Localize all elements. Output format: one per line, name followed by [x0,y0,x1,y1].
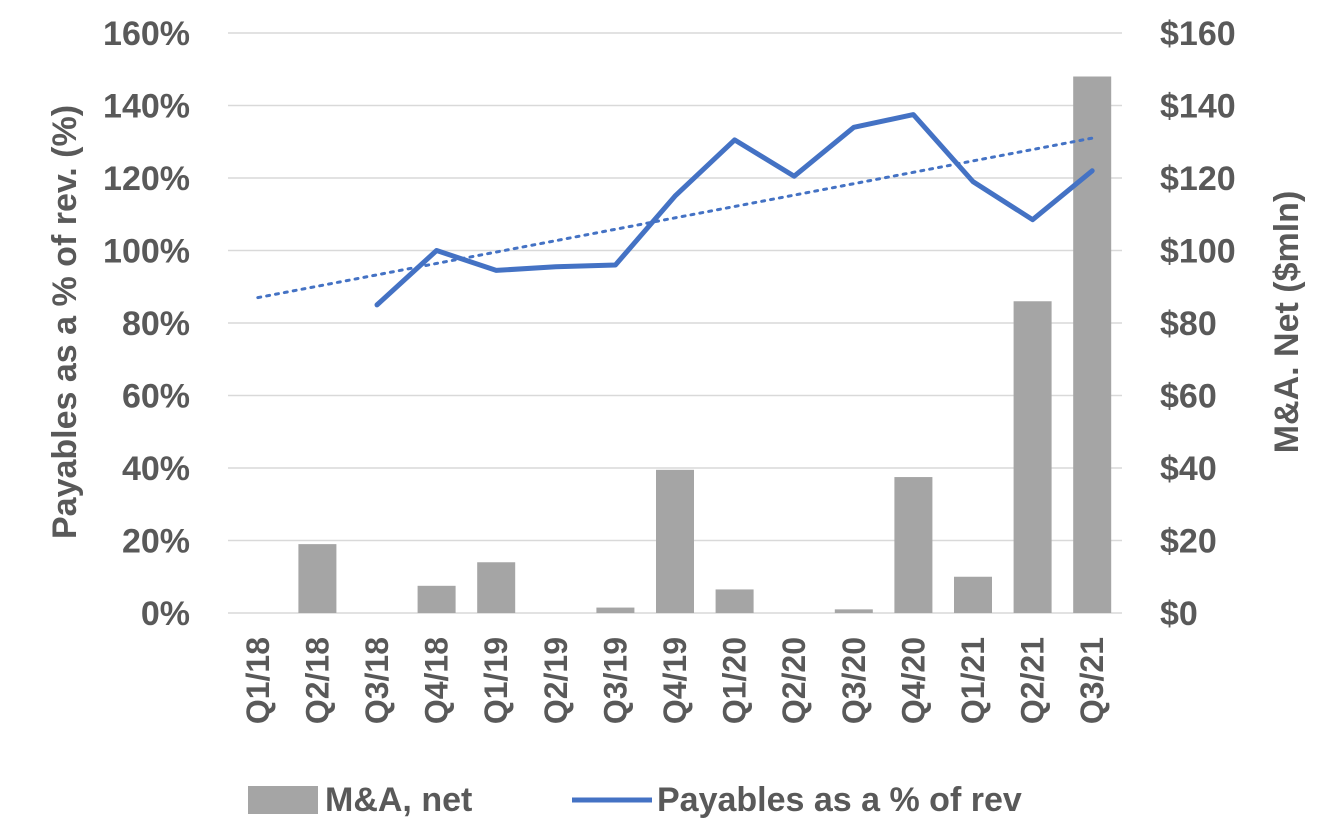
x-axis-tick-label: Q1/21 [955,637,991,724]
bar-ma-net [596,607,635,613]
line-payables [374,112,1095,308]
bar-series-ma-net [298,76,1112,613]
legend-label-ma-net: M&A, net [325,781,472,819]
bar-ma-net [1073,76,1112,613]
bar-ma-net [715,589,754,613]
x-axis-tick-label: Q3/18 [359,637,395,724]
gridlines [228,32,1122,614]
right-axis-tick-label: $160 [1160,15,1236,53]
left-axis-tick-label: 40% [122,450,190,488]
left-axis-title: Payables as a % of rev. (%) [46,105,84,539]
bar-ma-net [834,609,873,613]
x-axis-tick-label: Q2/21 [1015,637,1051,724]
left-axis-tick-label: 100% [103,233,190,271]
right-axis-title: M&A. Net ($mln) [1268,191,1306,454]
legend: M&A, net Payables as a % of rev [248,781,1022,819]
x-axis-tick-label: Q3/20 [836,637,872,724]
left-axis-tick-label: 0% [141,595,190,633]
right-axis-tick-label: $0 [1160,595,1198,633]
right-axis-tick-label: $140 [1160,88,1236,126]
right-axis-tick-label: $100 [1160,233,1236,271]
bar-ma-net [417,585,456,613]
trendline-payables [256,136,1094,300]
left-axis-tick-label: 60% [122,378,190,416]
x-axis-tick-label: Q2/19 [538,637,574,724]
right-axis-tick-label: $20 [1160,523,1217,561]
bar-ma-net [656,469,694,613]
x-axis-tick-label: Q1/20 [717,637,753,724]
bar-ma-net [954,576,992,613]
bar-ma-net [894,477,933,613]
right-axis-tick-label: $80 [1160,305,1217,343]
left-axis-tick-label: 140% [103,88,190,126]
bar-ma-net [477,562,516,613]
x-axis-tick-label: Q2/18 [299,637,335,724]
legend-label-payables: Payables as a % of rev [657,781,1022,819]
legend-swatch-ma-net [248,786,318,814]
x-axis-tick-label: Q4/19 [657,637,693,724]
bar-ma-net [1013,301,1052,613]
x-axis-tick-label: Q1/18 [240,637,276,724]
left-axis-ticks: 0% 20% 40% 60% 80% 100% 120% 140% 160% [103,15,190,633]
bar-ma-net [298,544,337,613]
trendline-layer [256,136,1094,300]
right-axis-tick-label: $120 [1160,160,1236,198]
x-axis-tick-label: Q3/19 [597,637,633,724]
x-axis-tick-label: Q4/20 [895,637,931,724]
x-axis-tick-label: Q3/21 [1074,637,1110,724]
left-axis-tick-label: 120% [103,160,190,198]
right-axis-tick-label: $40 [1160,450,1217,488]
left-axis-tick-label: 160% [103,15,190,53]
x-axis-ticks: Q1/18 Q2/18 Q3/18 Q4/18 Q1/19 Q2/19 Q3/19 Q4/19… [240,637,1110,724]
x-axis-tick-label: Q4/18 [419,637,455,724]
right-axis-ticks: $0 $20 $40 $60 $80 $100 $120 $140 $160 [1160,15,1236,633]
line-series-payables [374,112,1095,308]
left-axis-tick-label: 80% [122,305,190,343]
x-axis-tick-label: Q1/19 [478,637,514,724]
x-axis-tick-label: Q2/20 [776,637,812,724]
right-axis-tick-label: $60 [1160,378,1217,416]
left-axis-tick-label: 20% [122,523,190,561]
